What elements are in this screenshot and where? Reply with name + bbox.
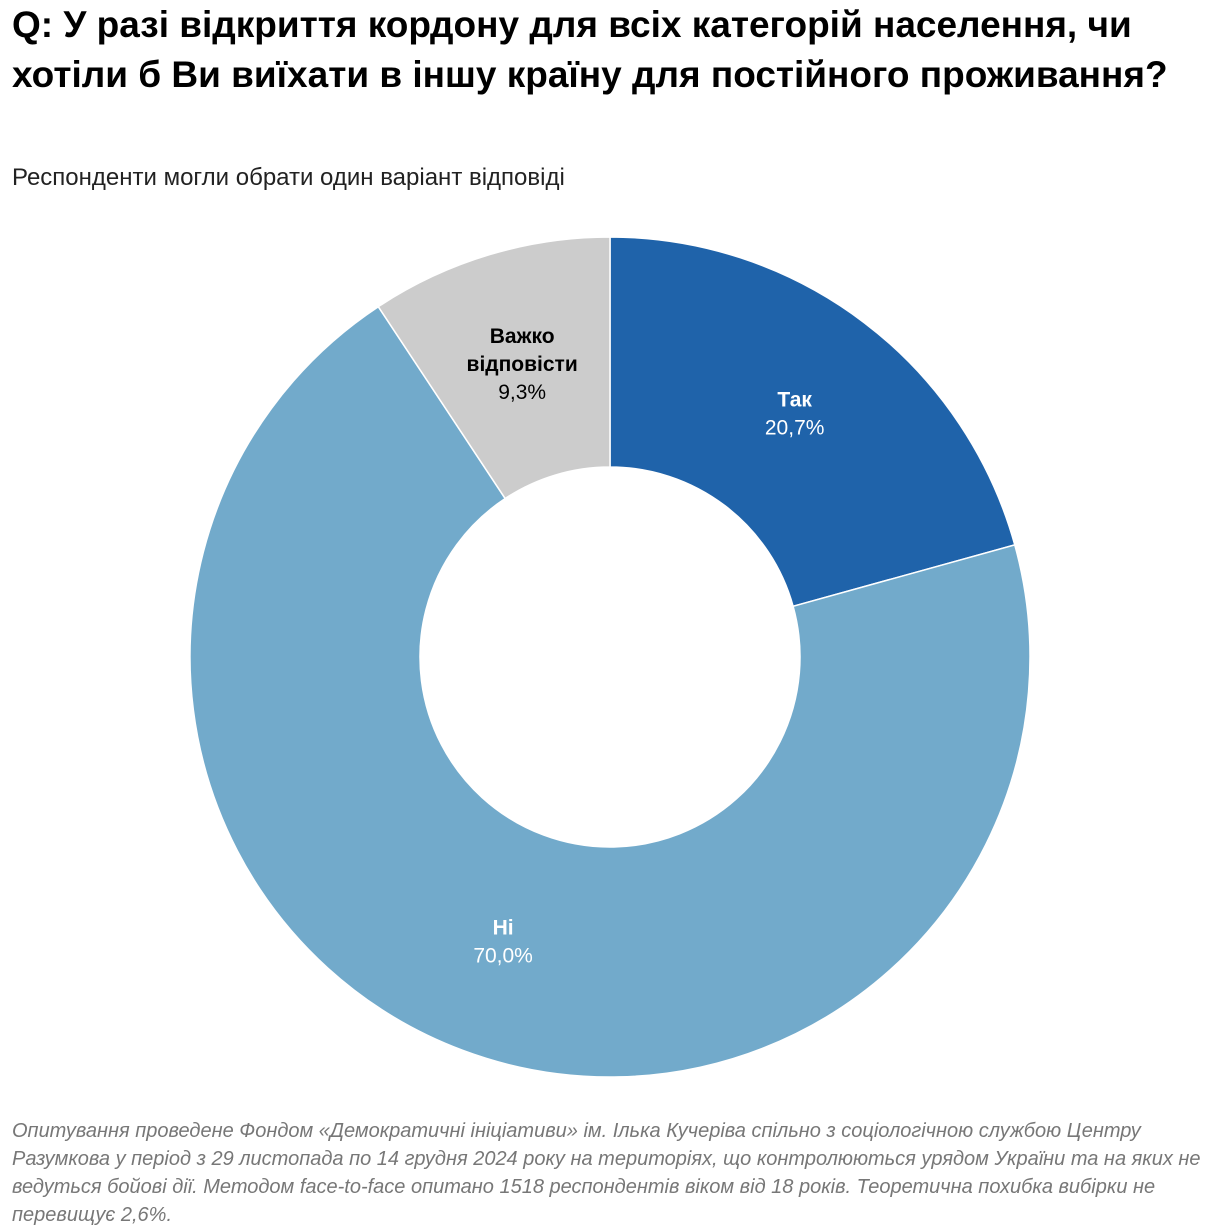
slice-label: Ні 70,0% xyxy=(473,917,533,968)
chart-subtitle: Респонденти могли обрати один варіант ві… xyxy=(12,164,565,191)
slice-label-name: відповісти xyxy=(467,353,578,376)
slice-label-value: 70,0% xyxy=(473,945,533,968)
slice-label: Важко відповісти 9,3% xyxy=(467,325,578,404)
chart-title: Q: У разі відкриття кордону для всіх кат… xyxy=(12,4,1168,95)
chart-footnote: Опитування проведене Фондом «Демократичн… xyxy=(12,1120,1201,1226)
donut-slice-0 xyxy=(609,236,1016,608)
slice-label-value: 9,3% xyxy=(498,381,546,404)
slice-label-name: Важко xyxy=(490,325,555,348)
donut-slice-2 xyxy=(377,236,611,500)
slice-label: Так 20,7% xyxy=(765,388,825,439)
donut-slice-1 xyxy=(189,305,1031,1078)
slice-label-name: Ні xyxy=(493,917,514,940)
donut-chart: Так 20,7% Ні 70,0% Важко відповісти 9,3% xyxy=(189,236,1031,1078)
slice-label-value: 20,7% xyxy=(765,416,825,439)
slice-label-name: Так xyxy=(777,388,812,411)
